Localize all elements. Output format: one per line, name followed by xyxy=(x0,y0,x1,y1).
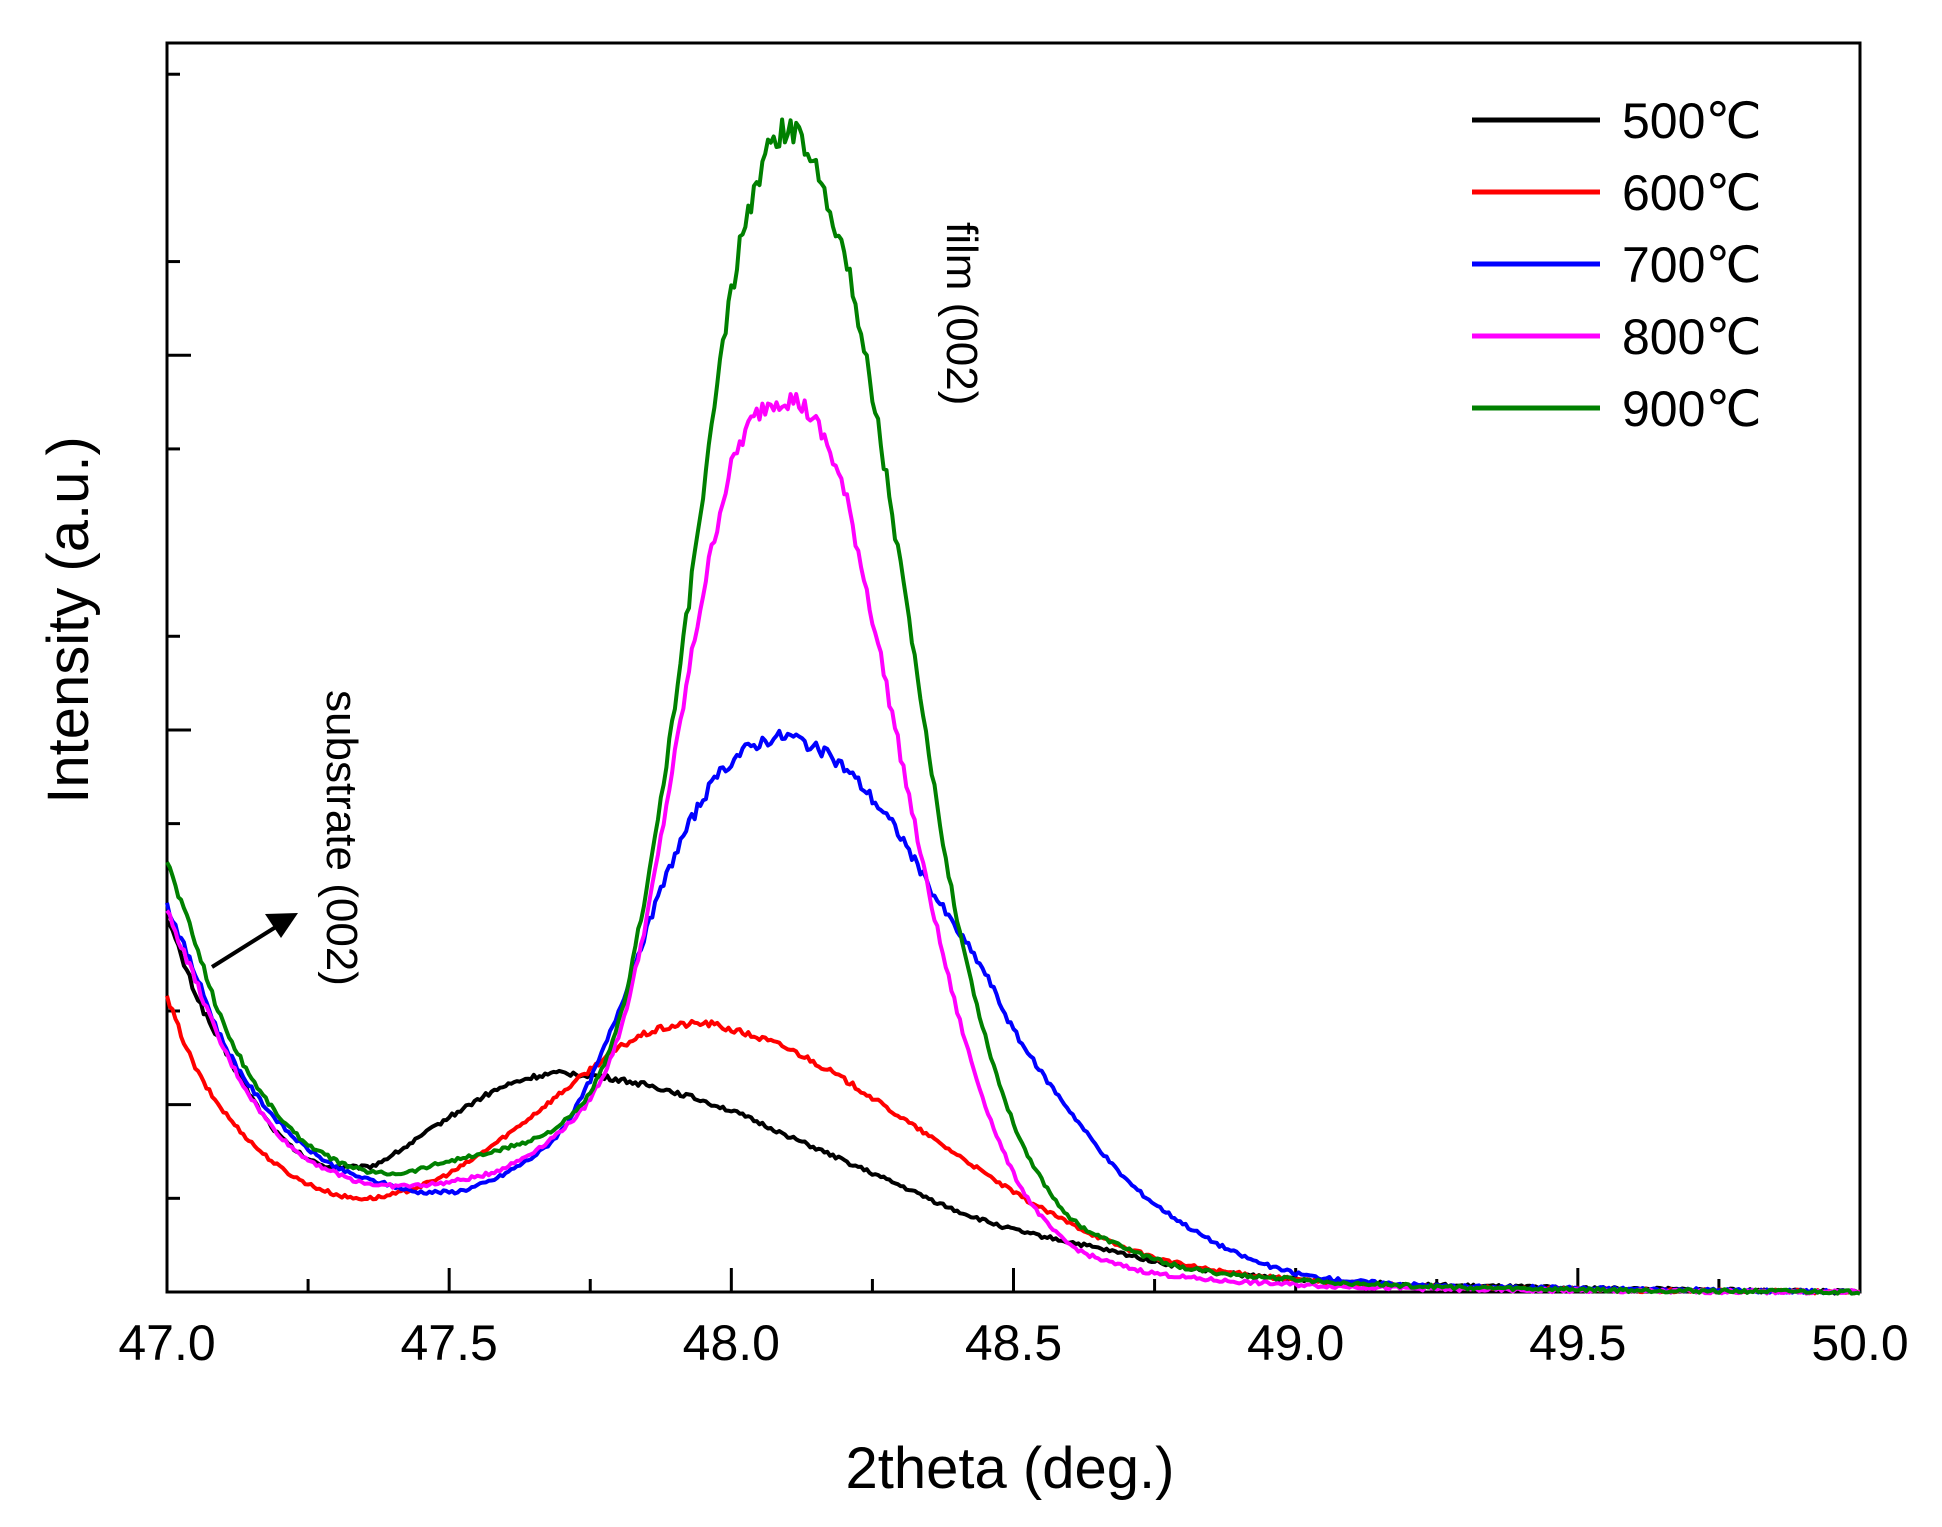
series-lines xyxy=(165,117,1861,1296)
x-axis-tick-labels: 47.0 47.5 48.0 48.5 49.0 49.5 50.0 xyxy=(118,1315,1908,1371)
x-tick-label: 48.5 xyxy=(965,1315,1062,1371)
substrate-label: substrate (002) xyxy=(317,690,366,986)
substrate-arrow-head xyxy=(265,913,298,938)
x-tick-label: 49.0 xyxy=(1247,1315,1344,1371)
plot-frame xyxy=(165,41,1862,1294)
legend: 500℃ 600℃ 700℃ 800℃ 900℃ xyxy=(1472,93,1762,437)
x-tick-label: 48.0 xyxy=(683,1315,780,1371)
x-tick-label: 47.0 xyxy=(118,1315,215,1371)
legend-label: 700℃ xyxy=(1622,237,1762,293)
legend-label: 600℃ xyxy=(1622,165,1762,221)
x-tick-label: 47.5 xyxy=(401,1315,498,1371)
x-tick-label: 49.5 xyxy=(1529,1315,1626,1371)
y-axis-title: Intensity (a.u.) xyxy=(36,436,101,803)
legend-label: 500℃ xyxy=(1622,93,1762,149)
film-label: film (002) xyxy=(937,222,986,405)
substrate-annotation: substrate (002) xyxy=(210,690,366,986)
x-axis-ticks xyxy=(165,1268,1862,1292)
series-line-600 xyxy=(165,995,1861,1296)
series-line-700 xyxy=(165,728,1861,1296)
x-tick-label: 50.0 xyxy=(1811,1315,1908,1371)
series-line-900 xyxy=(165,117,1861,1296)
x-axis-title: 2theta (deg.) xyxy=(846,1436,1175,1501)
legend-label: 800℃ xyxy=(1622,309,1762,365)
substrate-arrow-shaft xyxy=(210,923,281,969)
series-line-500 xyxy=(165,920,1861,1296)
series-line-800 xyxy=(165,392,1861,1296)
legend-label: 900℃ xyxy=(1622,381,1762,437)
